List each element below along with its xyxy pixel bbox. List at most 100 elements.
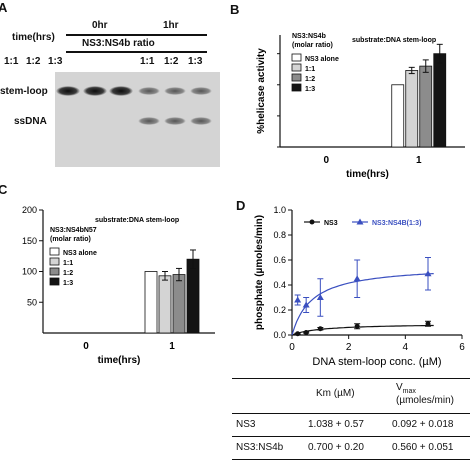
- band-label-stemloop: stem-loop: [0, 86, 48, 97]
- x-axis-label: time(hrs): [346, 169, 389, 180]
- table-header-vmax: Vmax (µmoles/min): [396, 382, 454, 406]
- kinetics-table: Km (µM) Vmax (µmoles/min) NS3 1.038 + 0.…: [232, 378, 470, 460]
- legend-label: NS3 alone: [63, 250, 97, 257]
- data-point: [353, 275, 361, 282]
- y-tick-label: 0.2: [273, 305, 286, 315]
- lane-label: 1:1: [4, 56, 19, 67]
- legend-marker: [309, 219, 315, 225]
- x-tick-label: 0: [323, 155, 329, 166]
- legend-swatch: [49, 257, 60, 266]
- legend-label: 1:3: [305, 86, 315, 93]
- legend-label: 1:2: [305, 76, 315, 83]
- fit-curve: [291, 273, 434, 336]
- data-point: [425, 321, 431, 327]
- bar: [172, 274, 186, 334]
- legend-label: 1:3: [63, 280, 73, 287]
- lane-label: 1:3: [48, 56, 63, 67]
- vmax-symbol: V: [396, 382, 403, 393]
- time-label: time(hrs): [12, 32, 55, 43]
- band-ss-lane4: [138, 117, 160, 125]
- bar: [144, 271, 158, 334]
- lane-labels: 1:1 1:2 1:3 1:1 1:2 1:3: [0, 56, 225, 68]
- table-row: NS3 1.038 + 0.57 0.092 + 0.018: [232, 414, 470, 436]
- data-point: [354, 323, 360, 329]
- band-stem-lane5: [164, 87, 186, 95]
- panel-a: A time(hrs) 0hr 1hr NS3:NS4b ratio 1:1 1…: [0, 0, 230, 170]
- panel-letter-c: C: [0, 182, 8, 197]
- legend-swatch: [291, 73, 302, 82]
- band-stem-lane3: [109, 86, 133, 96]
- row-km: 0.700 + 0.20: [308, 442, 364, 453]
- bracket-1hr: [135, 34, 207, 36]
- panel-letter-b: B: [230, 2, 240, 17]
- bar: [433, 53, 447, 148]
- band-label-ssdna: ssDNA: [14, 116, 47, 127]
- bar: [158, 275, 172, 334]
- legend-swatch: [49, 277, 60, 286]
- data-point: [316, 294, 324, 300]
- panel-c: C 50 100 150 200 0 1 NS3:NS4bN57 (molar ratio) N…: [0, 180, 230, 370]
- legend-label: NS3 alone: [305, 56, 339, 63]
- annotation: substrate:DNA stem-loop: [352, 37, 436, 44]
- panel-d: D 0.0 0.2 0.4 0.6 0.8 1.0 0 2 4 6 DNA stem-loop co…: [230, 180, 474, 474]
- data-point: [303, 330, 309, 335]
- legend-swatch: [291, 53, 302, 62]
- fit-curve: [291, 324, 434, 336]
- band-stem-lane4: [138, 87, 160, 95]
- data-point: [424, 270, 432, 277]
- legend-title: NS3:NS4b: [292, 33, 326, 40]
- band-ss-lane6: [190, 117, 212, 125]
- legend-title: NS3:NS4bN57: [50, 227, 97, 234]
- panel-b: B 0 1 NS3:NS4b (molar ratio) NS3 alone 1:1 1:2…: [230, 0, 474, 180]
- legend-label: NS3: [324, 220, 338, 227]
- chart-d: 0.0 0.2 0.4 0.6 0.8 1.0 0 2 4 6 DNA stem-loop conc…: [254, 205, 465, 368]
- band-stem-lane1: [56, 86, 80, 96]
- row-name: NS3:NS4b: [236, 442, 284, 453]
- bar: [419, 65, 433, 148]
- legend-subtitle: (molar ratio): [292, 42, 333, 49]
- x-tick-label: 2: [346, 342, 352, 353]
- y-tick-label: 0.0: [273, 330, 286, 340]
- data-point: [295, 331, 301, 337]
- data-point: [302, 301, 310, 308]
- lane-label: 1:1: [140, 56, 155, 67]
- gel-image: [55, 72, 220, 167]
- x-tick-label: 1: [169, 341, 175, 352]
- bar: [186, 258, 200, 334]
- vmax-units: (µmoles/min): [396, 395, 454, 406]
- panel-letter-a: A: [0, 0, 8, 15]
- legend-label: 1:2: [63, 270, 73, 277]
- legend-swatch: [49, 267, 60, 276]
- data-point: [294, 296, 302, 303]
- lane-label: 1:2: [26, 56, 41, 67]
- table-row: NS3:NS4b 0.700 + 0.20 0.560 + 0.051: [232, 437, 470, 459]
- x-tick-label: 1: [416, 155, 422, 166]
- band-stem-lane6: [190, 87, 212, 95]
- annotation: substrate:DNA stem-loop: [95, 217, 179, 224]
- row-km: 1.038 + 0.57: [308, 419, 364, 430]
- bar: [391, 84, 405, 148]
- legend-label: NS3:NS4B(1:3): [372, 220, 421, 227]
- x-axis-label: DNA stem-loop conc. (µM): [312, 356, 441, 368]
- y-tick-label: 0.6: [273, 255, 286, 265]
- legend-swatch: [291, 63, 302, 72]
- x-tick-label: 0: [83, 341, 89, 352]
- x-tick-label: 0: [289, 342, 295, 353]
- chart-c: 50 100 150 200 0 1 NS3:NS4bN57 (molar ratio) NS3…: [22, 205, 215, 366]
- table-header-km: Km (µM): [316, 388, 355, 399]
- y-axis-label: %helicase activity: [256, 48, 267, 134]
- legend-swatch: [49, 247, 60, 256]
- band-ss-lane5: [164, 117, 186, 125]
- x-tick-label: 4: [403, 342, 409, 353]
- legend-marker: [356, 218, 364, 225]
- y-tick-label: 0.4: [273, 280, 286, 290]
- bracket-0hr: [66, 34, 136, 36]
- panel-letter-d: D: [236, 198, 246, 213]
- row-name: NS3: [236, 419, 256, 430]
- y-tick-label: 0.8: [273, 230, 286, 240]
- y-tick-label: 100: [22, 267, 37, 277]
- x-tick-label: 6: [459, 342, 465, 353]
- y-tick-label: 200: [22, 205, 37, 215]
- legend-label: 1:1: [305, 66, 315, 73]
- legend-swatch: [291, 83, 302, 92]
